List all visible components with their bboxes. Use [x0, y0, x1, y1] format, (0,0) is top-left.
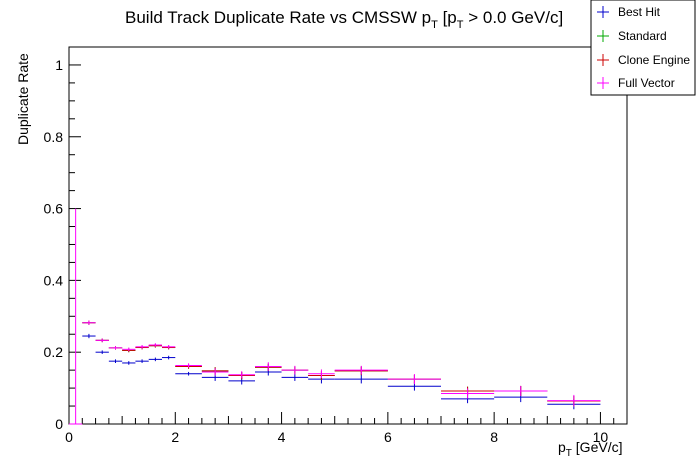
x-tick-label: 0	[65, 429, 73, 445]
series-best-hit	[69, 333, 601, 425]
y-tick-label: 0.8	[44, 129, 64, 145]
legend-item-full-vector: Full Vector	[597, 76, 675, 90]
x-tick-label: 4	[278, 429, 286, 445]
y-axis-label: Duplicate Rate	[15, 53, 31, 145]
y-tick-label: 0.4	[44, 272, 64, 288]
y-tick-label: 1	[55, 57, 63, 73]
legend-item-best-hit: Best Hit	[597, 5, 661, 19]
legend-label-full-vector: Full Vector	[618, 76, 675, 90]
y-tick-label: 0.2	[44, 344, 64, 360]
y-tick-label: 0.6	[44, 201, 64, 217]
legend-label-best-hit: Best Hit	[618, 5, 661, 19]
legend-box	[590, 0, 696, 96]
series-full-vector	[69, 208, 601, 425]
legend-label-clone-engine: Clone Engine	[618, 53, 690, 67]
legend-label-standard: Standard	[618, 29, 667, 43]
legend-item-standard: Standard	[597, 29, 667, 43]
x-axis-ticks: 0 2 4 6 8 10	[65, 412, 628, 445]
x-tick-label: 8	[490, 429, 498, 445]
y-axis-ticks: 0 0.2 0.4 0.6 0.8 1	[44, 46, 81, 432]
x-tick-label: 10	[593, 429, 609, 445]
chart-title: Build Track Duplicate Rate vs CMSSW pT […	[125, 8, 563, 31]
x-tick-label: 2	[171, 429, 179, 445]
x-axis-label: pT [GeV/c]	[558, 439, 622, 459]
series-layer	[69, 208, 601, 425]
y-tick-label: 0	[55, 416, 63, 432]
x-tick-label: 6	[384, 429, 392, 445]
legend: Best Hit Standard Clone Engine Full Vect…	[590, 0, 696, 96]
legend-item-clone-engine: Clone Engine	[597, 53, 690, 67]
